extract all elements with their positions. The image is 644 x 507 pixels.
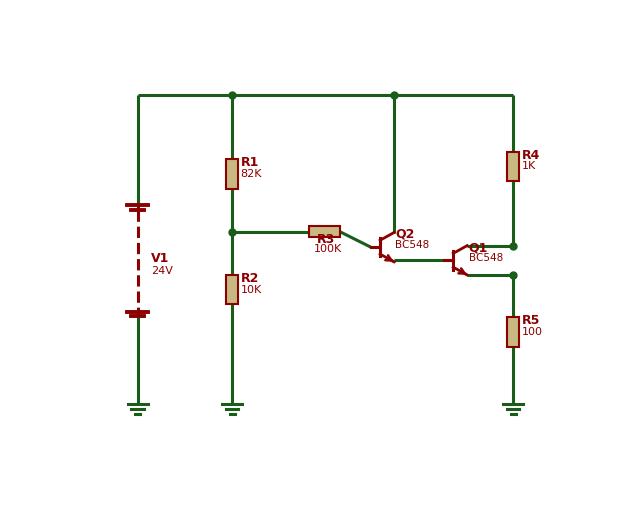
Text: 24V: 24V xyxy=(151,266,173,276)
Text: BC548: BC548 xyxy=(469,253,503,263)
Bar xyxy=(226,275,238,304)
Text: R3: R3 xyxy=(317,233,336,245)
Text: R5: R5 xyxy=(522,314,540,327)
Bar xyxy=(226,159,238,189)
Text: V1: V1 xyxy=(151,252,170,265)
Text: BC548: BC548 xyxy=(395,240,430,250)
Text: Q2: Q2 xyxy=(395,228,415,241)
Text: 1K: 1K xyxy=(522,161,536,171)
Text: R2: R2 xyxy=(241,272,259,285)
Text: 82K: 82K xyxy=(241,169,262,179)
Bar xyxy=(309,227,340,237)
Text: R4: R4 xyxy=(522,149,540,162)
Bar xyxy=(507,152,520,181)
Text: Q1: Q1 xyxy=(469,241,488,254)
Text: R1: R1 xyxy=(241,156,259,169)
Bar xyxy=(507,317,520,346)
Text: 100K: 100K xyxy=(314,244,342,254)
Text: 100: 100 xyxy=(522,327,543,337)
Text: 10K: 10K xyxy=(241,284,262,295)
